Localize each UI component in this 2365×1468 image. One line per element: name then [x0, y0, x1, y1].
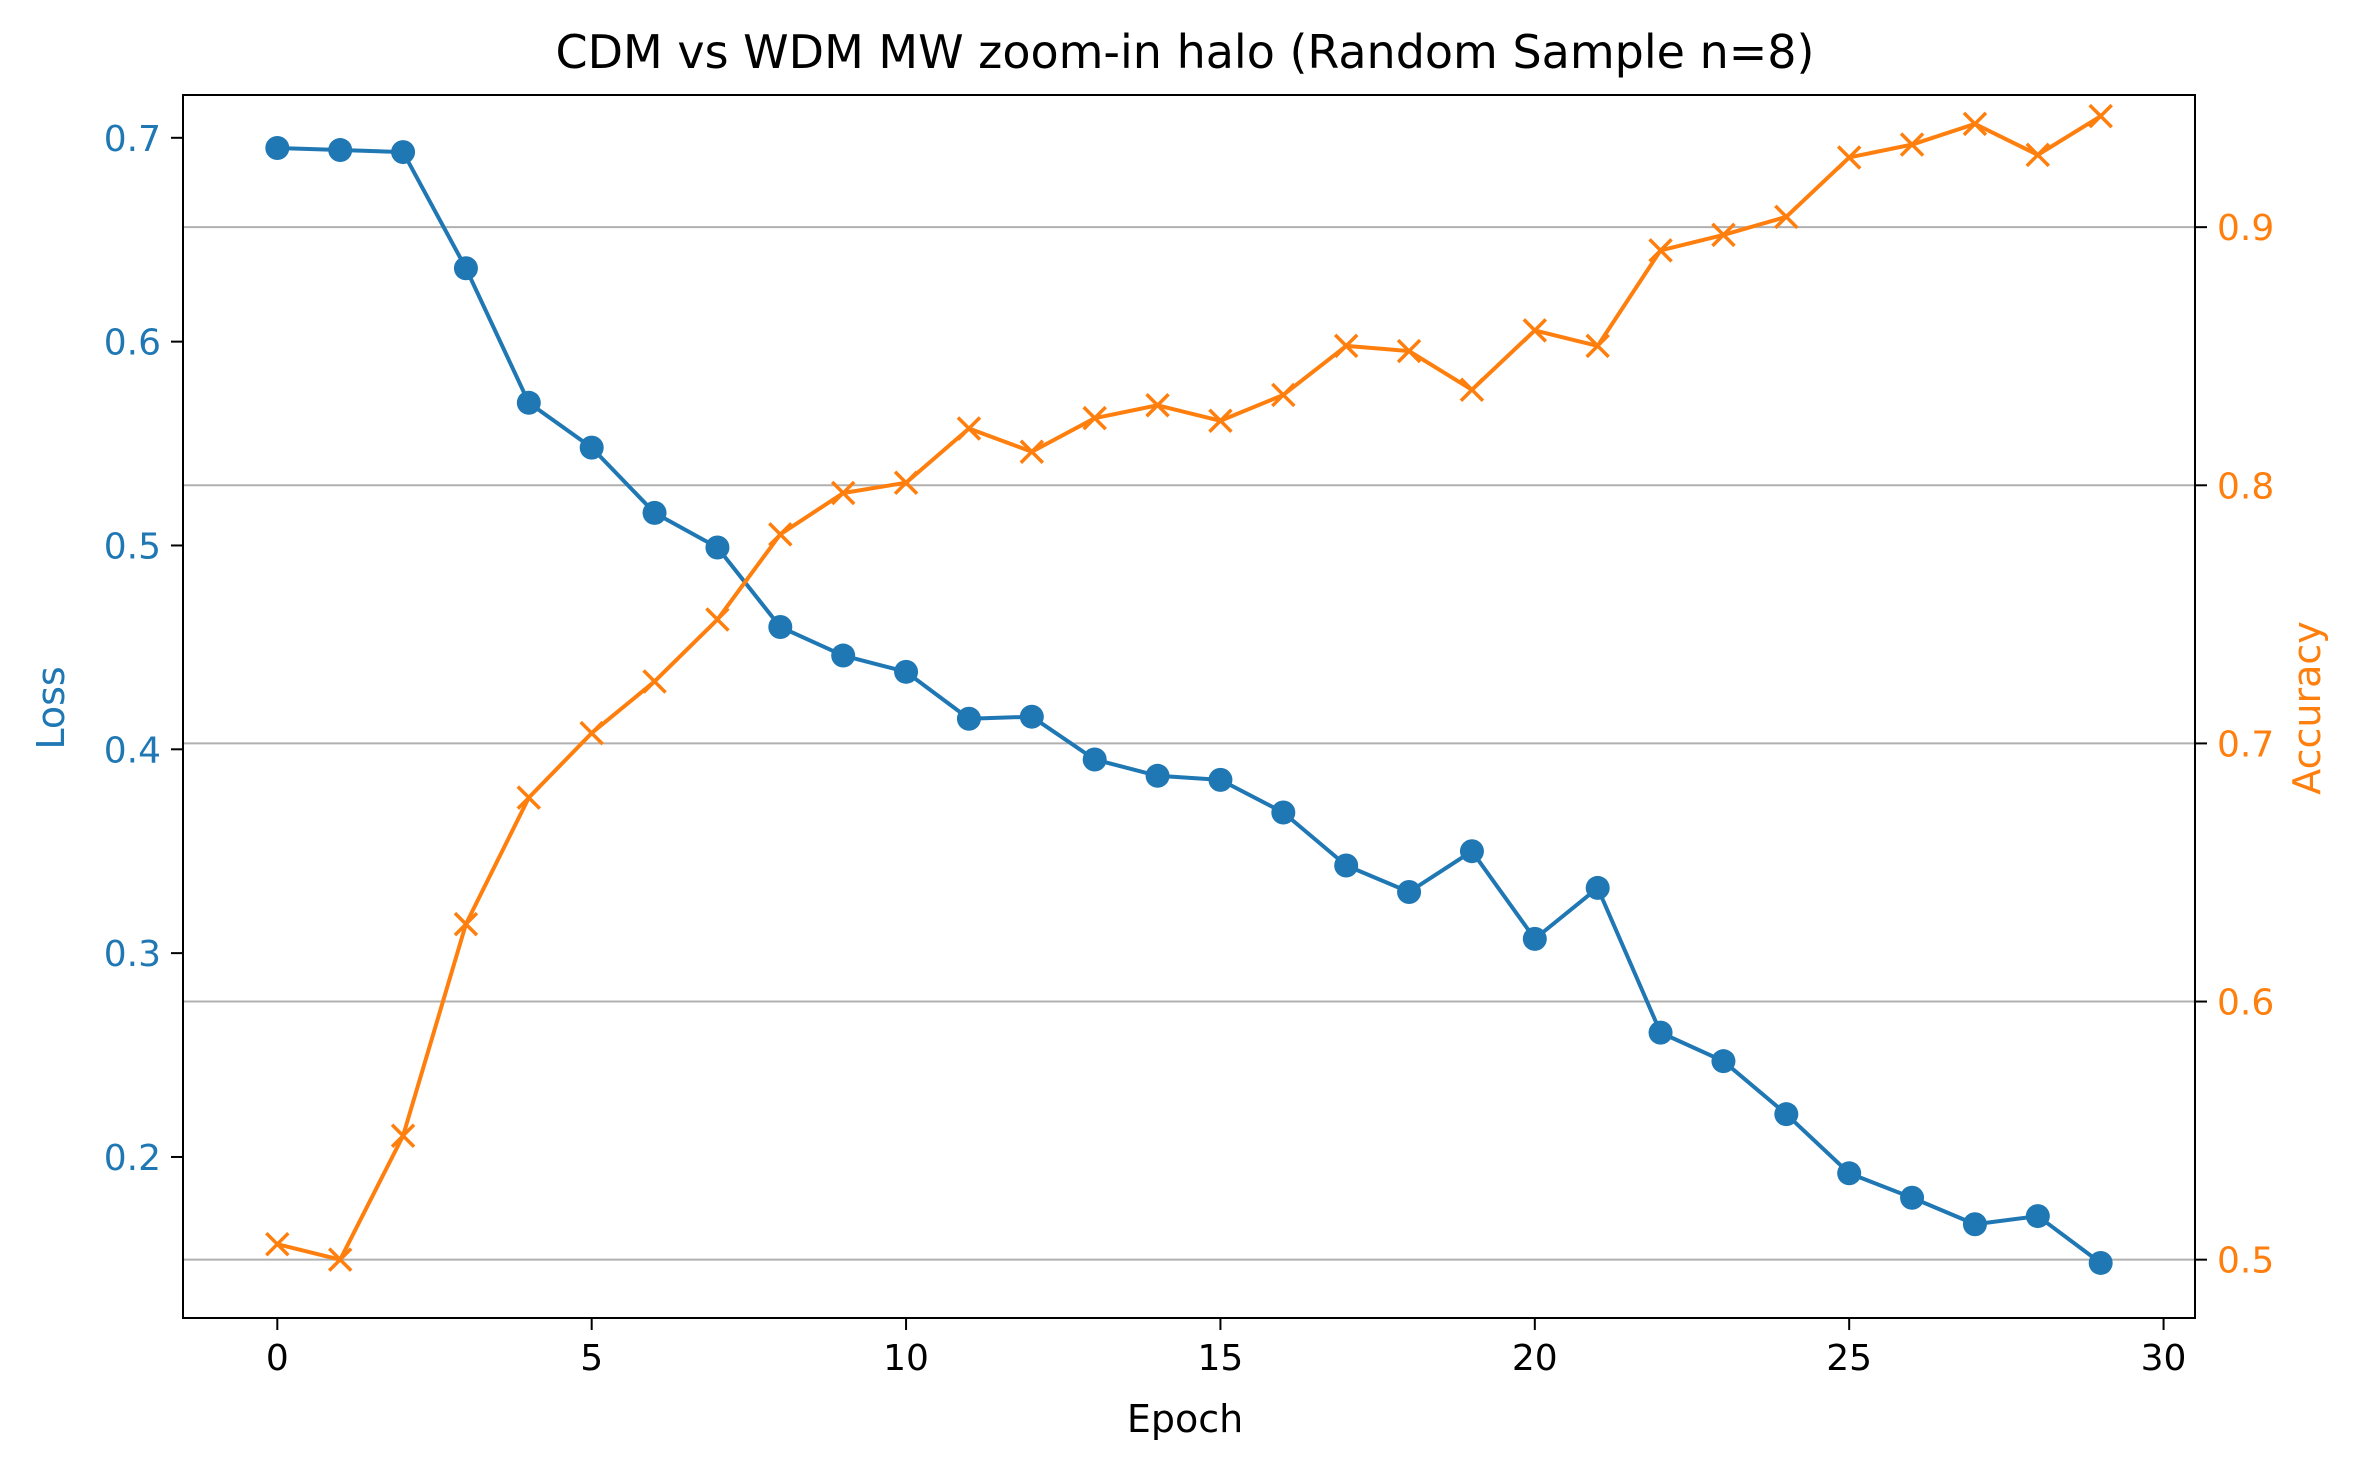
data-point-accuracy [1585, 333, 1610, 359]
y-axis-title-right: Accuracy [2285, 621, 2329, 795]
data-point-loss [1711, 1049, 1736, 1074]
y-axis-left: 0.2 0.3 0.4 0.5 0.6 0.7 [104, 119, 183, 1179]
data-point-accuracy [265, 1231, 290, 1257]
data-point-loss [642, 500, 667, 525]
data-point-accuracy [642, 669, 667, 694]
data-point-accuracy [1145, 393, 1170, 418]
y-axis-right: 0.5 0.6 0.7 0.8 0.9 [2195, 208, 2274, 1282]
data-point-loss [956, 706, 981, 731]
data-point-loss [1334, 853, 1359, 878]
series-line-loss [277, 145, 2102, 1265]
data-point-loss [1837, 1161, 1862, 1186]
data-point-accuracy [830, 480, 856, 506]
data-point-accuracy [1459, 377, 1485, 403]
data-point-accuracy [1774, 204, 1799, 230]
data-point-accuracy [1648, 238, 1673, 263]
x-tick-label: 0 [266, 1338, 289, 1379]
data-point-accuracy [1962, 111, 1988, 137]
data-point-loss [265, 135, 290, 160]
x-axis-title: Epoch [1127, 1397, 1243, 1441]
plot-frame [182, 94, 2196, 1319]
x-tick-label: 25 [1826, 1338, 1872, 1379]
data-point-loss [1271, 800, 1296, 825]
data-point-loss [1962, 1212, 1987, 1237]
data-point-loss [1459, 839, 1484, 864]
data-point-loss [1019, 704, 1044, 729]
y-tick-label-left: 0.4 [104, 730, 161, 771]
data-point-accuracy [390, 1123, 416, 1148]
series-line-accuracy [276, 114, 2102, 1262]
data-point-loss [1208, 767, 1233, 792]
y-tick-label-left: 0.7 [104, 119, 161, 160]
data-point-loss [2088, 1250, 2113, 1275]
data-point-accuracy [1899, 132, 1925, 157]
data-point-loss [1082, 747, 1107, 772]
data-point-accuracy [893, 470, 919, 495]
data-point-accuracy [768, 522, 793, 547]
y-tick-label-right: 0.7 [2217, 724, 2274, 765]
data-point-accuracy [2025, 142, 2051, 168]
grid [183, 226, 2195, 1261]
data-point-accuracy [1396, 338, 1422, 364]
series-layer [265, 103, 2113, 1275]
data-point-accuracy [1333, 333, 1359, 359]
y-tick-label-left: 0.2 [104, 1138, 161, 1179]
x-tick-label: 30 [2141, 1338, 2187, 1379]
x-tick-label: 20 [1512, 1338, 1558, 1379]
data-point-accuracy [579, 720, 604, 746]
data-point-loss [831, 643, 856, 668]
data-point-accuracy [1836, 145, 1862, 170]
y-tick-label-left: 0.3 [104, 934, 161, 975]
y-tick-label-right: 0.5 [2217, 1241, 2274, 1282]
data-point-loss [1585, 875, 1610, 900]
data-point-accuracy [1082, 405, 1107, 431]
data-point-loss [1397, 879, 1422, 904]
chart-title: CDM vs WDM MW zoom-in halo (Random Sampl… [556, 25, 1815, 79]
x-axis: 0 5 10 15 20 25 30 [266, 1318, 2187, 1379]
data-point-accuracy [705, 607, 730, 632]
data-point-loss [453, 256, 478, 281]
y-tick-label-right: 0.9 [2217, 208, 2274, 249]
data-point-accuracy [516, 785, 542, 810]
y-tick-label-right: 0.8 [2217, 466, 2274, 507]
data-point-loss [2025, 1204, 2050, 1229]
data-point-accuracy [1711, 222, 1736, 248]
data-point-accuracy [1208, 408, 1233, 433]
data-point-loss [894, 659, 919, 684]
x-tick-label: 5 [580, 1338, 603, 1379]
data-point-accuracy [1522, 318, 1548, 343]
x-tick-label: 15 [1198, 1338, 1244, 1379]
data-point-loss [328, 138, 353, 163]
series-loss [265, 135, 2113, 1275]
data-point-accuracy [1019, 439, 1045, 464]
data-point-loss [768, 615, 793, 640]
y-axis-title-left: Loss [29, 666, 73, 749]
data-point-accuracy [1271, 382, 1296, 408]
data-point-accuracy [956, 416, 982, 441]
y-tick-label-left: 0.6 [104, 323, 161, 364]
y-tick-label-left: 0.5 [104, 526, 161, 567]
y-tick-label-right: 0.6 [2217, 983, 2274, 1024]
data-point-loss [391, 140, 416, 165]
data-point-accuracy [453, 911, 479, 937]
data-point-loss [1648, 1020, 1673, 1045]
series-accuracy [265, 103, 2113, 1272]
data-point-loss [1900, 1185, 1925, 1210]
data-point-loss [516, 390, 541, 415]
data-point-loss [579, 435, 604, 460]
data-point-loss [1145, 763, 1170, 788]
data-point-accuracy [2088, 103, 2113, 129]
data-point-loss [705, 535, 730, 560]
data-point-accuracy [327, 1247, 353, 1272]
x-tick-label: 10 [883, 1338, 929, 1379]
data-point-loss [1522, 926, 1547, 951]
data-point-loss [1774, 1102, 1799, 1127]
